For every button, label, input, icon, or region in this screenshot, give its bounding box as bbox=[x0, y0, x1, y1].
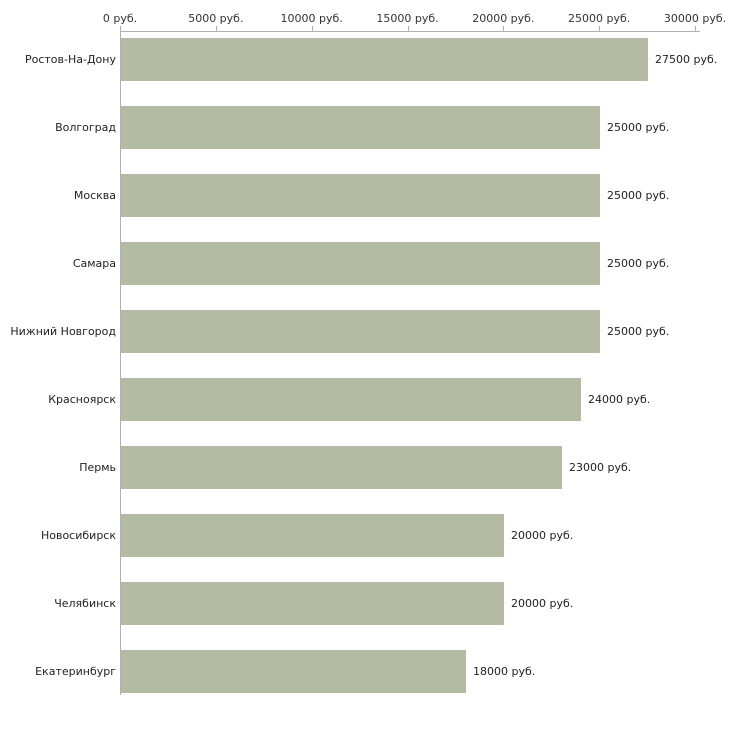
category-label: Москва bbox=[73, 188, 116, 202]
category-label: Пермь bbox=[79, 460, 116, 474]
bar-value-label: 27500 руб. bbox=[655, 52, 718, 66]
bar bbox=[121, 174, 600, 217]
bar-value-label: 23000 руб. bbox=[569, 460, 632, 474]
bar-value-label: 18000 руб. bbox=[473, 664, 536, 678]
x-tick-mark bbox=[599, 26, 601, 32]
x-tick-label: 5000 руб. bbox=[188, 12, 244, 25]
y-axis-line bbox=[120, 31, 121, 695]
x-tick-mark bbox=[407, 26, 409, 32]
bar-value-label: 24000 руб. bbox=[588, 392, 651, 406]
x-tick-label: 30000 руб. bbox=[663, 12, 727, 25]
x-tick-mark bbox=[503, 26, 505, 32]
category-label: Новосибирск bbox=[40, 528, 116, 542]
bar bbox=[121, 106, 600, 149]
category-label: Ростов-На-Дону bbox=[24, 52, 116, 66]
x-axis-line bbox=[120, 31, 700, 32]
bar bbox=[121, 242, 600, 285]
x-tick-label: 25000 руб. bbox=[568, 12, 631, 25]
x-tick-mark bbox=[215, 26, 217, 32]
x-tick-label: 15000 руб. bbox=[376, 12, 439, 25]
bar bbox=[121, 446, 562, 489]
x-tick-mark bbox=[311, 26, 313, 32]
bar-value-label: 25000 руб. bbox=[607, 324, 670, 338]
category-label: Самара bbox=[72, 256, 116, 270]
bar-value-label: 20000 руб. bbox=[511, 596, 574, 610]
category-label: Челябинск bbox=[54, 596, 116, 610]
bar bbox=[121, 378, 581, 421]
bar bbox=[121, 38, 648, 81]
bar-value-label: 25000 руб. bbox=[607, 188, 670, 202]
bar bbox=[121, 650, 466, 693]
x-tick-mark bbox=[695, 26, 696, 32]
x-tick-label: 10000 руб. bbox=[280, 12, 343, 25]
category-label: Красноярск bbox=[48, 392, 116, 406]
category-label: Екатеринбург bbox=[35, 664, 116, 678]
x-tick-label: 20000 руб. bbox=[472, 12, 535, 25]
x-tick-label: 0 руб. bbox=[102, 12, 138, 25]
category-label: Волгоград bbox=[55, 120, 116, 134]
category-label: Нижний Новгород bbox=[10, 324, 116, 338]
bar bbox=[121, 514, 504, 557]
bar bbox=[121, 582, 504, 625]
x-tick-mark bbox=[120, 26, 121, 32]
bar-value-label: 25000 руб. bbox=[607, 256, 670, 270]
bar-value-label: 25000 руб. bbox=[607, 120, 670, 134]
bar-value-label: 20000 руб. bbox=[511, 528, 574, 542]
bar bbox=[121, 310, 600, 353]
